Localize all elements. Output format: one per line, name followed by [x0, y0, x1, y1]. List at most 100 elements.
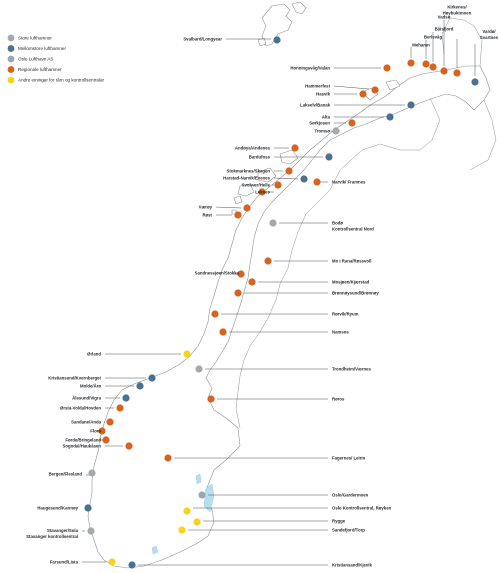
airport-label-batsfjord: Båtsfjord: [435, 27, 454, 32]
airport-dot-forde[interactable]: [102, 436, 110, 444]
airport-dot-kirkenes[interactable]: [453, 69, 461, 77]
legend-label-store: Store lufthamner: [18, 36, 52, 41]
airport-dot-hasvik[interactable]: [359, 90, 367, 98]
airport-label-gardermoen: Oslo/Gardermoen: [332, 493, 369, 498]
airport-dot-narvik[interactable]: [313, 178, 321, 186]
airport-dot-orland[interactable]: [183, 350, 191, 358]
airport-dot-haugesund[interactable]: [84, 504, 92, 512]
airport-dot-trondheim[interactable]: [195, 365, 203, 373]
airport-label-hammerfest: Hammerfest: [305, 84, 330, 89]
airport-label-rorvik: Rørvik/Ryum: [332, 312, 359, 317]
airport-labels: Svalbard/Longyear Kirkenes/HøybuktmoenVad…: [26, 5, 499, 568]
airport-dot-vaeroy[interactable]: [243, 204, 251, 212]
airport-dot-kristiansand[interactable]: [128, 561, 136, 569]
airport-dot-harstad[interactable]: [300, 175, 308, 183]
airport-label-kirkenes: Kirkenes/Høybuktmoen: [443, 5, 472, 16]
airport-dot-hammerfest[interactable]: [371, 86, 379, 94]
airport-label-sogndal: Sogndal/Haukåsen: [63, 444, 102, 449]
airport-label-berlevag: Berlevåg: [424, 35, 443, 40]
airport-dot-berlevag[interactable]: [422, 60, 430, 68]
airport-label-svolvaer: Svolvær/Helle: [242, 183, 271, 188]
legend-swatch-mellomstore: [7, 45, 15, 52]
airport-label-forde: Førde/Bringeland: [65, 438, 101, 443]
airport-label-trondheim: Trondheim/Værnes: [332, 367, 372, 372]
airport-dot-lakselv[interactable]: [407, 101, 415, 109]
airport-dot-namsos[interactable]: [219, 328, 227, 336]
airport-label-orland: Ørland: [87, 352, 101, 357]
airport-dot-gardermoen[interactable]: [198, 491, 206, 499]
legend-swatch-store: [7, 34, 15, 42]
airport-label-molde: Molde/Årø: [80, 384, 101, 389]
airport-label-royken: Oslo Kontrollsentral, Røyken: [332, 506, 392, 511]
airport-label-namsos: Namsos: [332, 330, 349, 335]
airport-dot-sogndal[interactable]: [125, 442, 133, 450]
airport-label-alesund: Ålesund/Vigra: [72, 396, 101, 401]
airport-dot-farsund[interactable]: [108, 558, 116, 566]
airport-dot-batsfjord[interactable]: [429, 63, 437, 71]
airport-dot-andoya[interactable]: [291, 144, 299, 152]
airport-label-moirana: Mo i Rana/Røssvoll: [332, 259, 371, 264]
airport-dot-bronnoysund[interactable]: [234, 289, 242, 297]
airport-dot-alta[interactable]: [386, 113, 394, 121]
airport-dot-honningsvag[interactable]: [383, 64, 391, 72]
leader-lines: [82, 20, 476, 566]
airport-dot-mehamn[interactable]: [407, 59, 415, 67]
airport-label-fagernes: Fagernes/ Leirin: [332, 456, 366, 461]
airport-dot-leknes[interactable]: [258, 188, 266, 196]
leader-hammerfest: [333, 85, 370, 90]
legend: Store lufthamner Mellomstore lufthamner Os…: [7, 34, 105, 84]
lakes: [151, 473, 215, 555]
airport-dot-sandane[interactable]: [106, 418, 114, 426]
airport-dot-stokmarknes[interactable]: [285, 167, 293, 175]
airport-label-kristiansand: Kristiansand/Kjevik: [332, 563, 372, 568]
airport-label-vadso: Vadsø: [438, 15, 451, 20]
airport-label-sorkjosen: Sørkjosen: [309, 121, 330, 126]
airport-label-andoya: Andøya/Andenes: [235, 146, 271, 151]
airport-label-floro: Florø: [90, 429, 101, 434]
airport-label-honningsvag: Honningsvåg/Valan: [290, 66, 330, 71]
airport-dot-vadso[interactable]: [440, 67, 448, 75]
airport-label-bodo: Bodø Kontrollsentral Nord: [332, 221, 374, 232]
airport-label-sandefjord: Sandefjord/Torp: [332, 528, 365, 533]
airport-dot-floro[interactable]: [98, 427, 106, 435]
norway-mainland: [87, 65, 491, 569]
airport-dot-rorvik[interactable]: [211, 310, 219, 318]
airport-label-tromso: Tromsø: [314, 129, 330, 134]
airport-dot-orsta[interactable]: [116, 404, 124, 412]
airport-dot-bardufoss[interactable]: [325, 153, 333, 161]
airport-label-mosjoen: Mosjøen/Kjærstad: [332, 280, 370, 285]
airport-dot-molde[interactable]: [136, 382, 144, 390]
airport-dot-svalbard[interactable]: [273, 36, 281, 44]
airport-dot-royken[interactable]: [183, 507, 191, 515]
airport-label-mehamn: Mehamn: [412, 43, 430, 48]
airport-label-farsund: Farsund/Lista: [50, 560, 79, 565]
airport-dot-roros[interactable]: [207, 395, 215, 403]
airport-dot-sandnessjoen[interactable]: [237, 270, 245, 278]
airport-label-vardo: Vardø/Svartnes: [480, 29, 499, 40]
airport-label-vaeroy: Værøy: [199, 205, 213, 210]
airport-label-harstad: Harstad-Narvik/Evenes: [223, 176, 270, 181]
airport-dot-sorkjosen[interactable]: [348, 119, 356, 127]
airport-dot-bodo[interactable]: [269, 219, 277, 227]
airport-dot-kristiansund[interactable]: [148, 374, 156, 382]
airport-dot-tromso[interactable]: [332, 127, 340, 135]
airport-dot-stavanger[interactable]: [87, 527, 95, 535]
airport-label-leknes: Leknes: [255, 190, 270, 195]
airport-label-rost: Røst: [202, 213, 212, 218]
airport-dot-sandefjord[interactable]: [178, 526, 186, 534]
airport-dot-fagernes[interactable]: [164, 454, 172, 462]
airport-dot-svolvaer[interactable]: [274, 181, 282, 189]
airport-dots: [84, 36, 479, 569]
airport-dot-mosjoen[interactable]: [248, 278, 256, 286]
airport-dot-rygge[interactable]: [193, 518, 201, 526]
airport-dot-alesund[interactable]: [122, 394, 130, 402]
legend-label-regionale: Regionale lufthamner: [18, 67, 62, 72]
airport-dot-bergen[interactable]: [88, 469, 96, 477]
airport-label-kristiansund: Kristiansund/Kvernberget: [48, 376, 101, 381]
airport-dot-rost[interactable]: [234, 211, 242, 219]
airport-label-narvik: Narvik/ Framnes: [332, 180, 366, 185]
airport-label-alta: Alta: [322, 115, 331, 120]
airport-label-sandnessjoen: Sandnessjøen/Stokka: [195, 271, 240, 276]
airport-dot-moirana[interactable]: [264, 257, 272, 265]
airport-dot-vardo[interactable]: [471, 78, 479, 86]
